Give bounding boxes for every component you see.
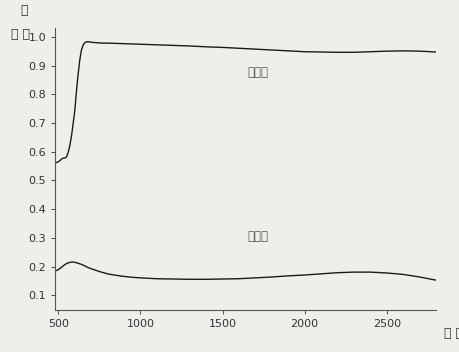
Text: 光照后: 光照后: [247, 66, 268, 79]
Text: 阻 隔: 阻 隔: [11, 28, 30, 41]
Text: 光照前: 光照前: [247, 230, 268, 243]
Text: 率: 率: [21, 4, 28, 17]
Text: 波 长: 波 长: [444, 327, 459, 340]
